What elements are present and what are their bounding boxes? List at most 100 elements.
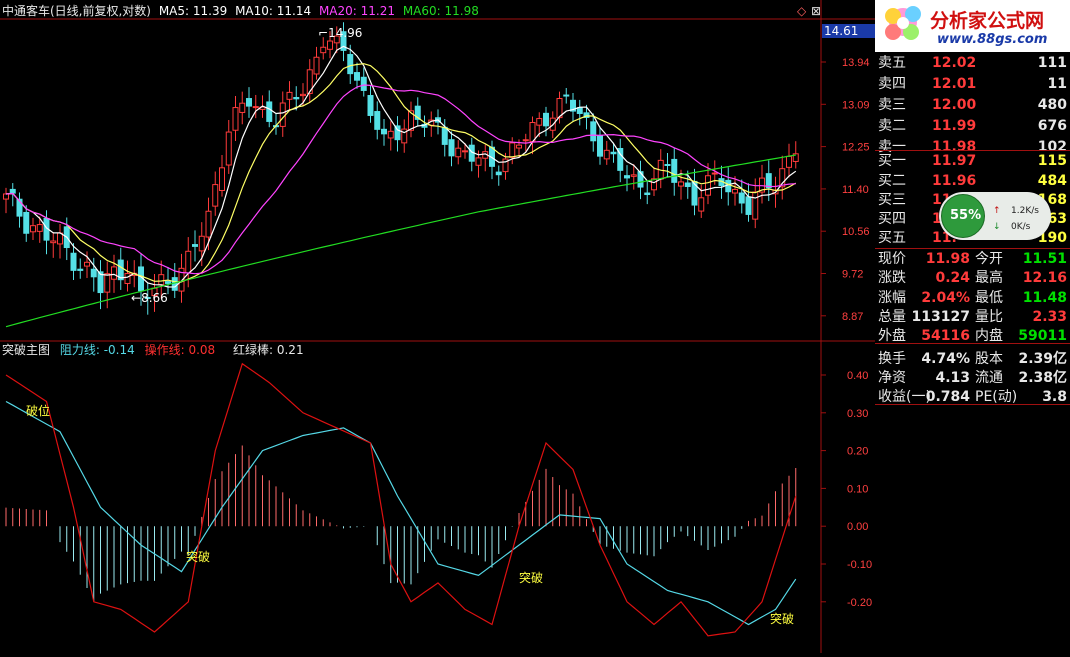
flower-logo-icon xyxy=(885,6,921,40)
candle-body xyxy=(455,147,462,158)
bid-price: 11.96 xyxy=(932,173,977,189)
candle-body xyxy=(279,102,286,127)
candle-body xyxy=(738,192,745,204)
bid-label: 买二 xyxy=(878,173,906,189)
candle-body xyxy=(698,197,705,212)
operation-line xyxy=(5,362,797,637)
stat-label: 股本 xyxy=(975,350,1003,367)
download-icon: ↓ xyxy=(993,222,1001,232)
candle-body xyxy=(678,181,684,187)
ask-volume: 111 xyxy=(1037,55,1067,71)
candle-body xyxy=(732,188,738,194)
candle-body xyxy=(502,158,509,173)
breakout-label-1: 突破 xyxy=(186,550,211,564)
candle-body xyxy=(475,157,482,166)
bid-volume: 190 xyxy=(1037,230,1067,246)
bid-label: 买三 xyxy=(878,192,906,208)
price-tick-label: 8.87 xyxy=(842,311,863,323)
stat-row: 现价 11.98 今开 11.51 xyxy=(875,249,1070,270)
candle-body xyxy=(374,111,381,130)
candle-body xyxy=(792,153,799,162)
logo-name: 分析家公式网 xyxy=(930,10,1045,32)
candle-body xyxy=(630,174,637,177)
stat-label: 总量 xyxy=(878,308,906,325)
candle-body xyxy=(327,40,333,50)
candle-body xyxy=(462,150,468,153)
ask-label: 卖五 xyxy=(878,55,906,71)
candle-body xyxy=(70,252,77,271)
kline-chart[interactable]: 13.94 13.09 12.25 11.40 10.56 9.72 8.87 0.40 0.3… xyxy=(0,0,875,653)
low-value: 8.66 xyxy=(141,291,168,305)
candle-body xyxy=(509,142,516,158)
candle-body xyxy=(212,184,219,207)
close-icon[interactable]: ⊠ xyxy=(811,4,822,18)
candle-body xyxy=(597,134,603,157)
candle-body xyxy=(570,99,576,112)
net-speed-widget[interactable]: 55% ↑ ↓ 1.2K/s 0K/s xyxy=(939,192,1051,240)
candle-body xyxy=(590,121,597,142)
price-tick-label: 11.40 xyxy=(842,184,869,196)
stat-label: PE(动) xyxy=(975,389,1018,406)
stat-row: 换手 4.74% 股本 2.39亿 xyxy=(875,349,1070,370)
candle-body xyxy=(705,175,711,196)
bid-volume: 63 xyxy=(1047,211,1067,227)
indicator-tick-label: 0.10 xyxy=(847,483,868,495)
resistance-label: 阻力线: -0.14 xyxy=(59,343,135,357)
candle-body xyxy=(84,261,90,267)
candle-body xyxy=(354,72,360,81)
chart-area[interactable]: 13.94 13.09 12.25 11.40 10.56 9.72 8.87 0.40 0.3… xyxy=(0,0,876,653)
candle-body xyxy=(786,155,792,168)
candle-body xyxy=(637,171,644,188)
candle-body xyxy=(381,128,387,135)
speed-gauge xyxy=(941,194,985,238)
stat-label: 最低 xyxy=(975,289,1003,306)
stat-label: 收益(一) xyxy=(878,389,931,406)
indicator-tick-label: -0.10 xyxy=(847,559,872,571)
candle-body xyxy=(333,35,340,44)
candle-body xyxy=(117,259,124,281)
candle-body xyxy=(144,297,151,300)
stat-value: 2.38亿 xyxy=(1018,369,1067,386)
candle-body xyxy=(225,131,232,166)
stat-value: 11.51 xyxy=(1022,251,1067,267)
stat-value: 2.04% xyxy=(921,289,970,306)
ma5-line xyxy=(5,45,797,288)
ask-price: 12.00 xyxy=(932,97,977,113)
ask-price: 12.01 xyxy=(932,76,977,92)
stat-value: 12.16 xyxy=(1022,270,1067,287)
stat-row: 外盘 54116 内盘 59011 xyxy=(875,326,1070,347)
indicator-legend: 突破主图 阻力线: -0.14 操作线: 0.08 红绿棒: 0.21 xyxy=(2,343,304,357)
candle-body xyxy=(441,126,448,145)
ma20-line xyxy=(5,84,796,275)
current-price-tag: 14.61 xyxy=(822,24,876,38)
price-tick-label: 9.72 xyxy=(842,269,863,281)
high-value: 14.96 xyxy=(328,26,363,40)
stat-value: 54116 xyxy=(921,328,970,345)
ask-row-1: 卖一 11.98 102 xyxy=(875,137,1070,158)
candle-body xyxy=(644,192,651,196)
diamond-icon[interactable]: ◇ xyxy=(797,4,807,18)
candle-body xyxy=(617,147,624,171)
stat-label: 今开 xyxy=(975,251,1003,267)
candle-body xyxy=(205,210,212,238)
candle-body xyxy=(624,175,630,179)
chart-title: 中通客车(日线,前复权,对数) MA5: 11.39 MA10: 11.14 M… xyxy=(2,4,479,18)
candle-body xyxy=(198,235,205,252)
candle-body xyxy=(387,130,394,139)
candle-body xyxy=(448,139,455,157)
breakout-label-2: 突破 xyxy=(519,571,544,585)
candle-body xyxy=(90,268,97,278)
candle-body xyxy=(239,102,246,113)
ask-price: 11.98 xyxy=(932,139,977,155)
price-tick-label: 13.09 xyxy=(842,99,870,111)
stat-label: 涨幅 xyxy=(878,289,906,306)
candle-body xyxy=(192,244,198,247)
ask-volume: 102 xyxy=(1037,139,1067,155)
candle-body xyxy=(556,98,563,119)
candle-body xyxy=(9,188,16,194)
breakout-label-3: 突破 xyxy=(770,612,795,626)
indicator-tick-label: 0.20 xyxy=(847,446,868,458)
ask-price: 11.99 xyxy=(932,118,977,134)
bid-row-1: 买一 11.97 115 xyxy=(875,151,1070,172)
ma10-line xyxy=(5,63,797,283)
